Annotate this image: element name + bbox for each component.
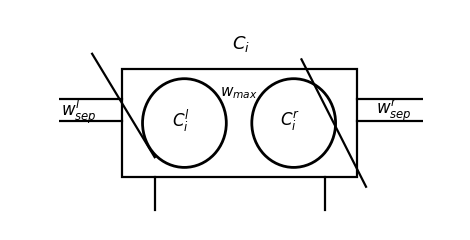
Text: $w_{max}$: $w_{max}$	[220, 86, 258, 101]
Text: $C_i^r$: $C_i^r$	[280, 109, 300, 133]
Bar	[123, 69, 358, 177]
Text: $C_i^l$: $C_i^l$	[172, 108, 190, 134]
Text: $w_{sep}^l$: $w_{sep}^l$	[61, 96, 97, 126]
Text: $w_{sep}^r$: $w_{sep}^r$	[376, 98, 412, 125]
Ellipse shape	[252, 79, 336, 168]
Text: $C_i$: $C_i$	[232, 34, 250, 54]
Ellipse shape	[142, 79, 227, 168]
